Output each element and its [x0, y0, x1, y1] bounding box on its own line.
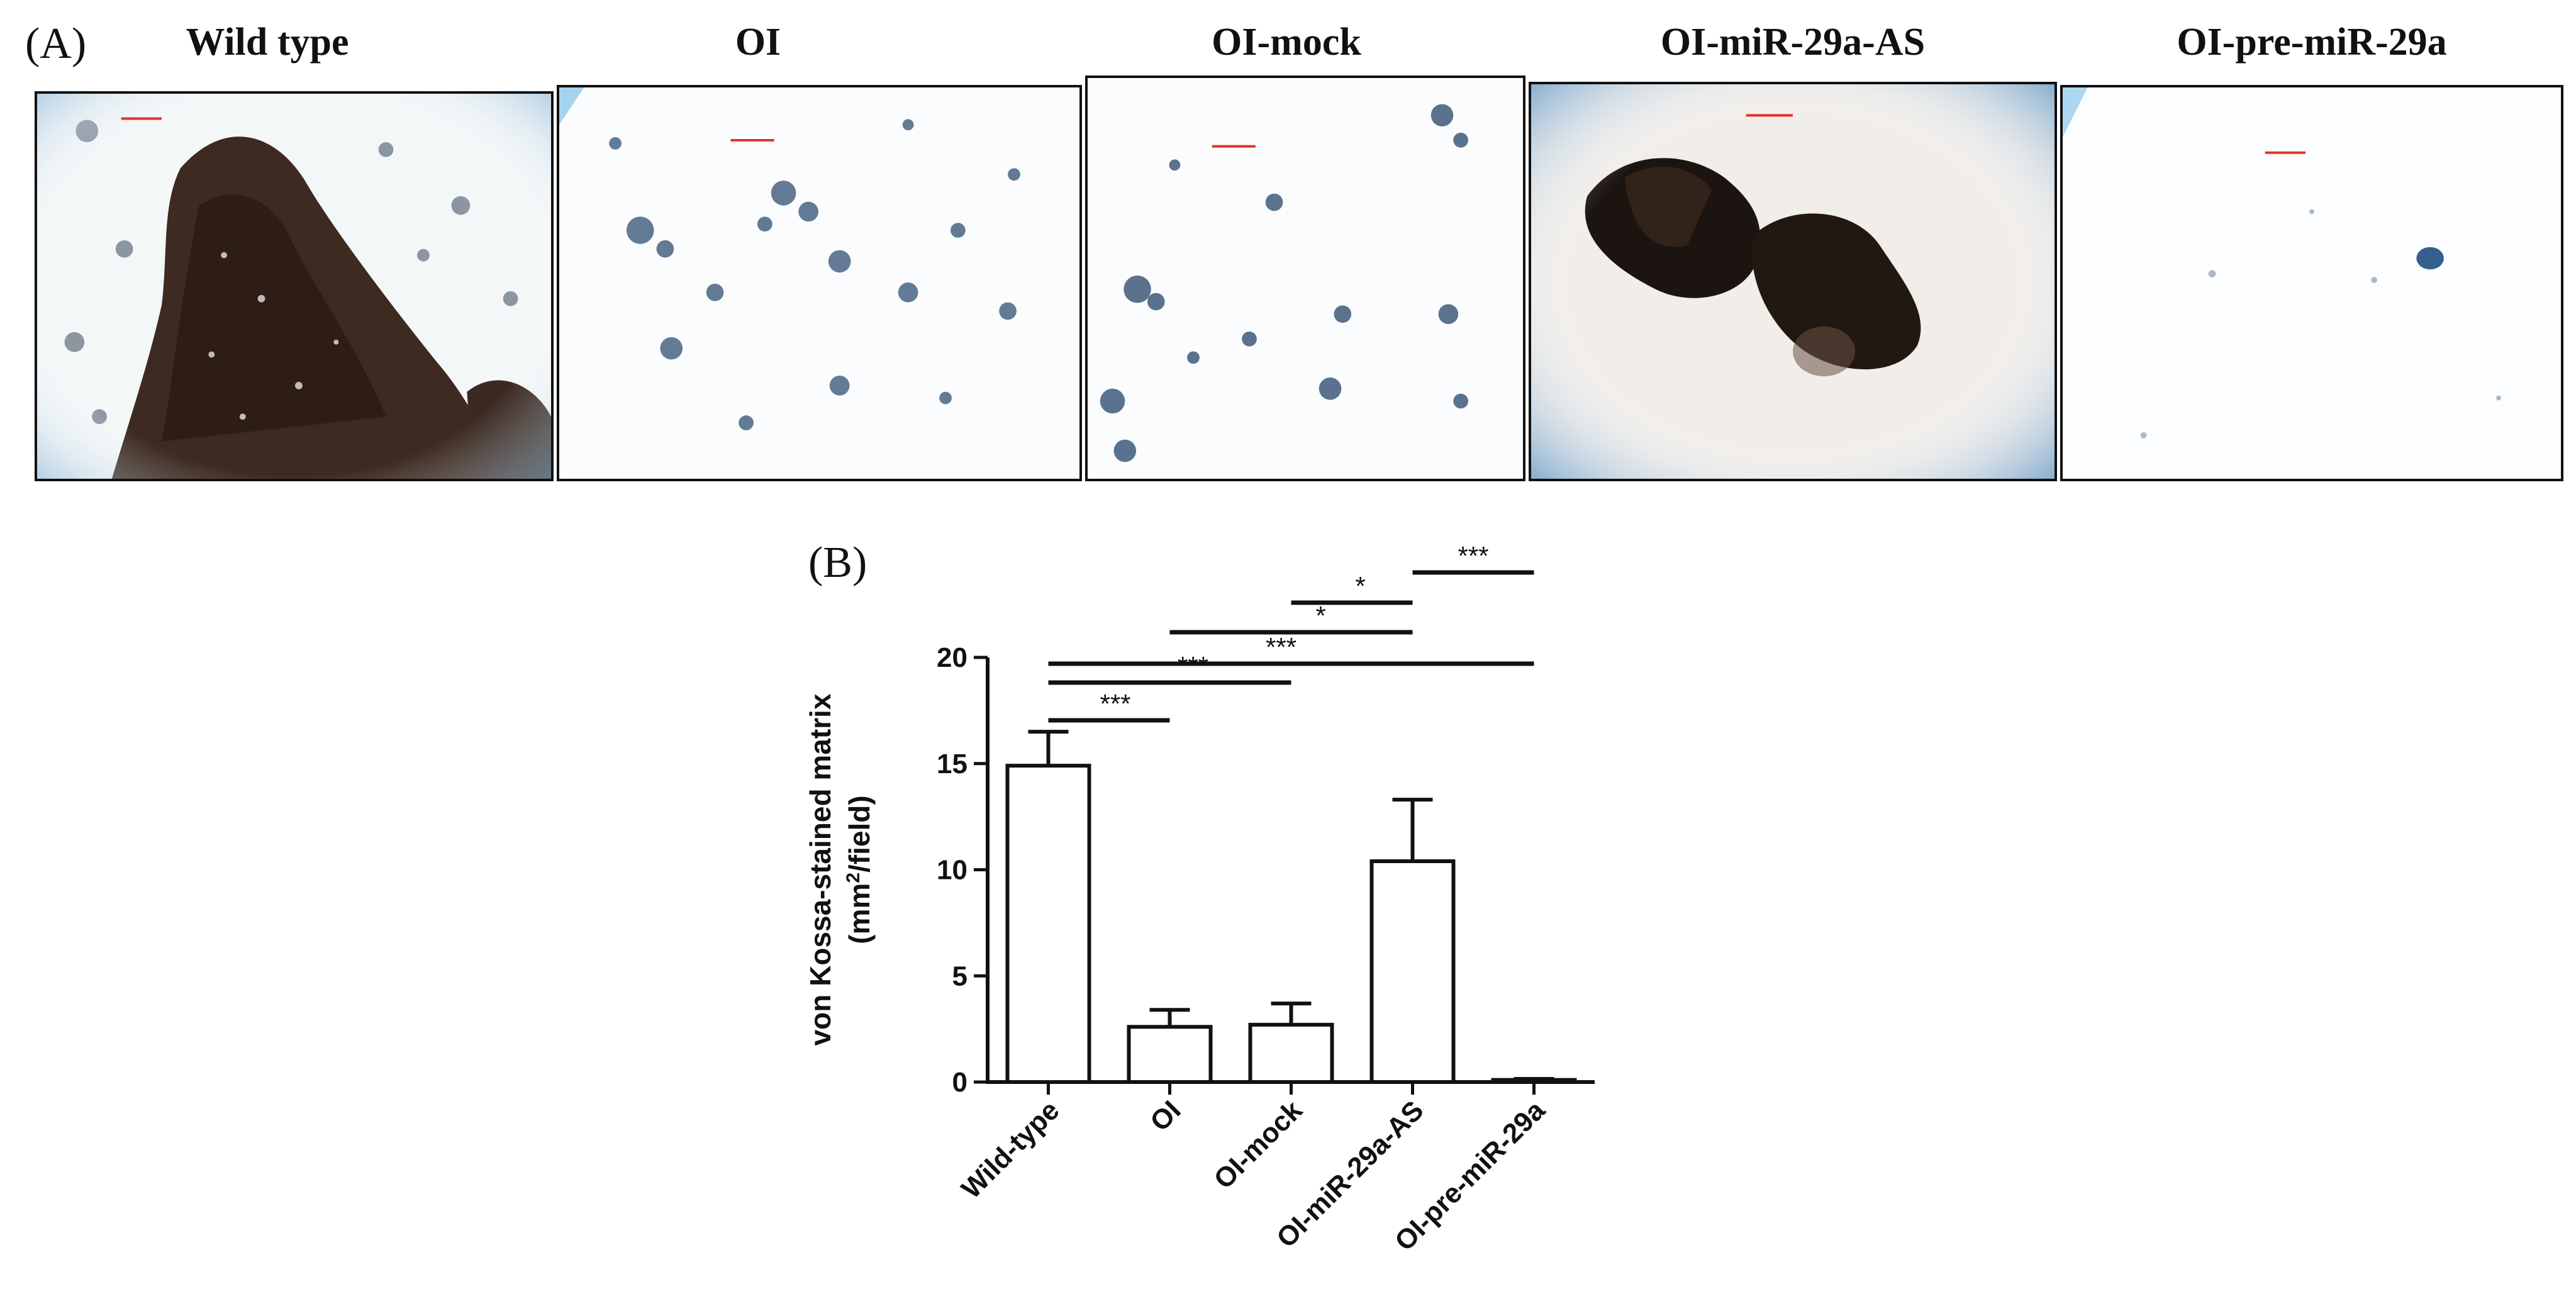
panel-a-label: (A) [25, 20, 87, 68]
y-axis-label: von Kossa-stained matrix [804, 693, 837, 1046]
significance-label: *** [1100, 689, 1130, 718]
panel-b-label: (B) [808, 539, 867, 587]
micrograph-oi-mir-29a-as [1529, 82, 2057, 481]
bar-1 [1127, 1025, 1213, 1084]
image-title-oi: OI [735, 21, 781, 64]
significance-label: * [1315, 601, 1325, 630]
bar-0 [1005, 764, 1091, 1084]
image-title-oi-pre-mir-29a: OI-pre-miR-29a [2177, 21, 2447, 64]
significance-label: *** [1458, 541, 1488, 571]
image-title-wild-type: Wild type [186, 21, 349, 64]
micrograph-oi [557, 85, 1082, 481]
bar-3 [1369, 859, 1456, 1084]
significance-label: *** [1266, 632, 1296, 662]
micrograph-wild-type [35, 91, 554, 481]
significance-label: * [1355, 571, 1365, 601]
y-axis-unit-label: (mm2/field) [843, 795, 876, 944]
y-tick-label: 0 [952, 1067, 967, 1098]
micrograph-oi-mock [1085, 75, 1525, 481]
y-tick-label: 15 [937, 749, 967, 779]
micrograph-oi-pre-mir-29a [2060, 85, 2563, 481]
image-title-oi-mock: OI-mock [1212, 21, 1361, 64]
x-tick-label: OI-mock [1208, 1095, 1308, 1195]
y-tick-label: 5 [952, 961, 967, 991]
bar-2 [1248, 1022, 1334, 1084]
x-tick-label: OI [1144, 1095, 1186, 1137]
image-title-oi-mir-29a-as: OI-miR-29a-AS [1660, 21, 1926, 64]
y-tick-label: 20 [937, 642, 967, 673]
x-tick-label: Wild-type [956, 1095, 1065, 1204]
y-tick-label: 10 [937, 855, 967, 886]
